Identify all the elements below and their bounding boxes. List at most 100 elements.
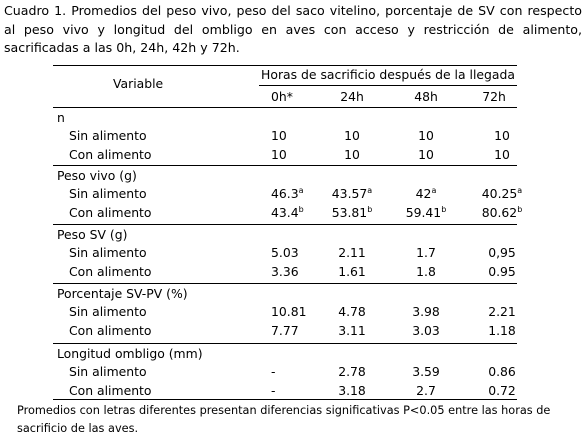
section-title: Peso vivo (g) (57, 168, 137, 183)
cell-value: 10 (271, 147, 287, 162)
row-label: Sin alimento (69, 245, 147, 260)
table-footnote: Promedios con letras diferentes presenta… (17, 404, 551, 435)
cell-value: 53.81 (331, 205, 368, 220)
cell-value: - (271, 364, 276, 379)
cell-value: 42 (415, 186, 432, 201)
cell-value: 10 (344, 147, 360, 162)
cell-value: 0.95 (488, 264, 516, 279)
cell-value: 43.4 (271, 205, 299, 220)
cell-0h: 3.36 (271, 264, 299, 280)
cell-48h: 42a (401, 186, 451, 202)
row-label: Con alimento (69, 383, 152, 398)
row-label: Con alimento (69, 264, 152, 279)
cell-24h: 2.11 (327, 245, 377, 261)
cell-value: 10 (494, 147, 510, 162)
header-col-72h: 72h (482, 89, 506, 104)
cell-value: 1.8 (416, 264, 436, 279)
cell-value: 59.41 (405, 205, 442, 220)
cell-0h: 10 (271, 147, 295, 163)
cell-72h: 10 (477, 147, 527, 163)
cell-value: 0.86 (488, 364, 516, 379)
section-title: n (57, 110, 65, 125)
section-rule (53, 224, 517, 225)
cell-72h: 0,95 (477, 245, 527, 261)
section-rule (53, 165, 517, 166)
cell-24h: 53.81b (327, 205, 377, 221)
cell-value: 80.62 (481, 205, 518, 220)
cell-48h: 1.8 (401, 264, 451, 280)
cell-value: 1.7 (416, 245, 436, 260)
row-label: Con alimento (69, 147, 152, 162)
cell-0h: 43.4b (271, 205, 304, 221)
header-col-48h: 48h (414, 89, 438, 104)
cell-value: 4.78 (338, 304, 366, 319)
cell-value: 0.72 (488, 383, 516, 398)
row-label: Sin alimento (69, 186, 147, 201)
cell-48h: 2.7 (401, 383, 451, 399)
cell-24h: 3.11 (327, 323, 377, 339)
cell-value: 2.21 (488, 304, 516, 319)
table-caption: Cuadro 1. Promedios del peso vivo, peso … (4, 3, 582, 55)
cell-value: 43.57 (331, 186, 368, 201)
cell-value: 40.25 (481, 186, 518, 201)
row-label: Sin alimento (69, 364, 147, 379)
row-label: Con alimento (69, 205, 152, 220)
significance-letter: b (441, 205, 447, 214)
section-title: Longitud ombligo (mm) (57, 346, 203, 361)
cell-value: 10 (418, 147, 434, 162)
cell-0h: - (271, 364, 295, 380)
cell-24h: 2.78 (327, 364, 377, 380)
cell-24h: 10 (327, 147, 377, 163)
cell-value: 5.03 (271, 245, 299, 260)
cell-48h: 3.03 (401, 323, 451, 339)
header-bottom-rule (53, 107, 517, 108)
cell-value: 46.3 (271, 186, 299, 201)
significance-letter: b (298, 205, 304, 214)
cell-72h: 40.25a (477, 186, 527, 202)
cell-0h: 7.77 (271, 323, 299, 339)
significance-letter: a (517, 186, 523, 195)
section-title: Porcentaje SV-PV (%) (57, 286, 188, 301)
table-top-rule (53, 65, 517, 66)
cell-48h: 3.59 (401, 364, 451, 380)
cell-value: 10 (271, 128, 287, 143)
cell-72h: 80.62b (477, 205, 527, 221)
cell-value: 0,95 (488, 245, 516, 260)
significance-letter: b (367, 205, 373, 214)
cell-24h: 3.18 (327, 383, 377, 399)
cell-value: 1.61 (338, 264, 366, 279)
cell-72h: 1.18 (477, 323, 527, 339)
cell-0h: 5.03 (271, 245, 299, 261)
cell-72h: 0.72 (477, 383, 527, 399)
row-label: Sin alimento (69, 128, 147, 143)
section-title: Peso SV (g) (57, 227, 128, 242)
cell-value: 3.98 (412, 304, 440, 319)
cell-48h: 1.7 (401, 245, 451, 261)
cell-0h: 10.81 (271, 304, 306, 320)
significance-letter: a (367, 186, 373, 195)
cell-24h: 10 (327, 128, 377, 144)
cell-value: 10 (344, 128, 360, 143)
cell-value: 3.59 (412, 364, 440, 379)
section-rule (53, 283, 517, 284)
cell-48h: 59.41b (401, 205, 451, 221)
cell-value: 3.36 (271, 264, 299, 279)
significance-letter: a (431, 186, 437, 195)
cell-value: - (271, 383, 276, 398)
cell-value: 2.11 (338, 245, 366, 260)
cell-value: 3.03 (412, 323, 440, 338)
section-rule (53, 399, 517, 400)
cell-0h: 46.3a (271, 186, 304, 202)
cell-value: 10 (418, 128, 434, 143)
significance-letter: b (517, 205, 523, 214)
cell-value: 10 (494, 128, 510, 143)
cell-72h: 0.95 (477, 264, 527, 280)
row-label: Sin alimento (69, 304, 147, 319)
significance-letter: a (298, 186, 304, 195)
header-variable: Variable (113, 76, 164, 91)
cell-value: 10.81 (271, 304, 307, 319)
cell-24h: 1.61 (327, 264, 377, 280)
cell-value: 2.78 (338, 364, 366, 379)
cell-48h: 10 (401, 128, 451, 144)
cell-72h: 10 (477, 128, 527, 144)
